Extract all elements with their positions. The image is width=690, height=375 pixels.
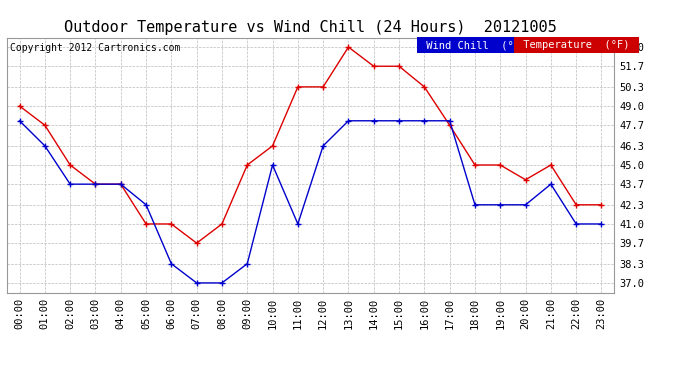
Text: Wind Chill  (°F): Wind Chill (°F) (420, 40, 532, 50)
Text: Copyright 2012 Cartronics.com: Copyright 2012 Cartronics.com (10, 43, 180, 52)
Title: Outdoor Temperature vs Wind Chill (24 Hours)  20121005: Outdoor Temperature vs Wind Chill (24 Ho… (64, 20, 557, 35)
Text: Temperature  (°F): Temperature (°F) (517, 40, 635, 50)
